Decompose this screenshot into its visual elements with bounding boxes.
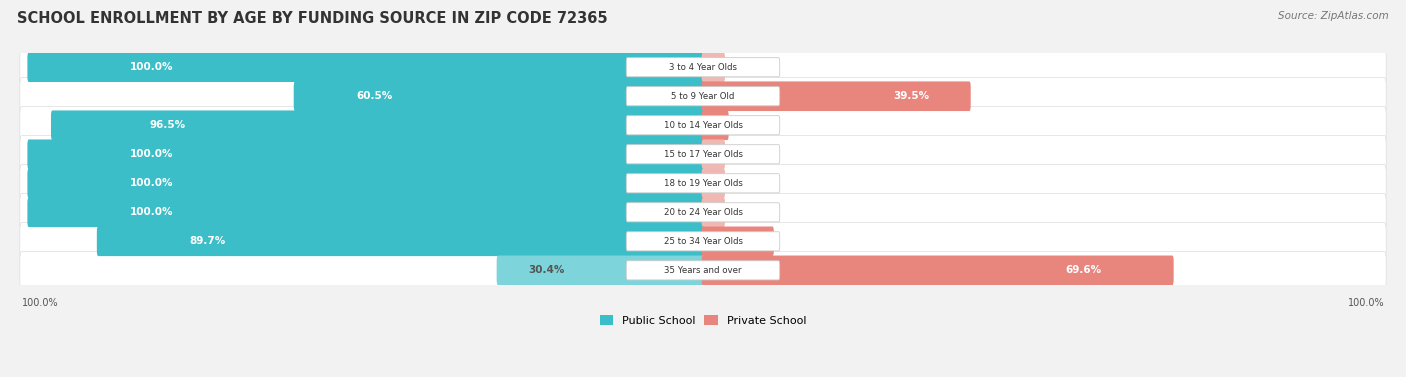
- FancyBboxPatch shape: [27, 52, 704, 82]
- Text: 39.5%: 39.5%: [893, 91, 929, 101]
- Text: 100.0%: 100.0%: [129, 62, 173, 72]
- Text: 20 to 24 Year Olds: 20 to 24 Year Olds: [664, 208, 742, 217]
- FancyBboxPatch shape: [20, 251, 1386, 289]
- Text: Source: ZipAtlas.com: Source: ZipAtlas.com: [1278, 11, 1389, 21]
- Text: 100.0%: 100.0%: [129, 149, 173, 159]
- FancyBboxPatch shape: [496, 256, 704, 285]
- FancyBboxPatch shape: [20, 48, 1386, 86]
- FancyBboxPatch shape: [702, 139, 725, 169]
- FancyBboxPatch shape: [27, 169, 704, 198]
- Text: 10 to 14 Year Olds: 10 to 14 Year Olds: [664, 121, 742, 130]
- Text: 3.6%: 3.6%: [738, 120, 766, 130]
- FancyBboxPatch shape: [626, 174, 780, 193]
- Text: 3 to 4 Year Olds: 3 to 4 Year Olds: [669, 63, 737, 72]
- Legend: Public School, Private School: Public School, Private School: [595, 311, 811, 330]
- FancyBboxPatch shape: [626, 87, 780, 106]
- FancyBboxPatch shape: [97, 227, 704, 256]
- Text: 100.0%: 100.0%: [1347, 298, 1384, 308]
- FancyBboxPatch shape: [51, 110, 704, 140]
- FancyBboxPatch shape: [27, 198, 704, 227]
- FancyBboxPatch shape: [626, 261, 780, 280]
- Text: 100.0%: 100.0%: [129, 178, 173, 188]
- FancyBboxPatch shape: [702, 52, 725, 82]
- FancyBboxPatch shape: [702, 227, 773, 256]
- FancyBboxPatch shape: [626, 232, 780, 251]
- Text: SCHOOL ENROLLMENT BY AGE BY FUNDING SOURCE IN ZIP CODE 72365: SCHOOL ENROLLMENT BY AGE BY FUNDING SOUR…: [17, 11, 607, 26]
- FancyBboxPatch shape: [20, 77, 1386, 115]
- FancyBboxPatch shape: [20, 222, 1386, 260]
- Text: 0.0%: 0.0%: [734, 207, 763, 217]
- FancyBboxPatch shape: [20, 193, 1386, 231]
- Text: 10.3%: 10.3%: [725, 236, 762, 246]
- Text: 89.7%: 89.7%: [188, 236, 225, 246]
- Text: 0.0%: 0.0%: [734, 149, 763, 159]
- FancyBboxPatch shape: [702, 256, 1174, 285]
- Text: 25 to 34 Year Olds: 25 to 34 Year Olds: [664, 237, 742, 246]
- FancyBboxPatch shape: [702, 169, 725, 198]
- Text: 35 Years and over: 35 Years and over: [664, 266, 742, 275]
- FancyBboxPatch shape: [626, 58, 780, 77]
- FancyBboxPatch shape: [20, 164, 1386, 202]
- FancyBboxPatch shape: [702, 198, 725, 227]
- FancyBboxPatch shape: [626, 203, 780, 222]
- Text: 5 to 9 Year Old: 5 to 9 Year Old: [671, 92, 735, 101]
- Text: 30.4%: 30.4%: [529, 265, 565, 275]
- Text: 0.0%: 0.0%: [734, 62, 763, 72]
- Text: 100.0%: 100.0%: [129, 207, 173, 217]
- Text: 96.5%: 96.5%: [150, 120, 186, 130]
- Text: 15 to 17 Year Olds: 15 to 17 Year Olds: [664, 150, 742, 159]
- FancyBboxPatch shape: [27, 139, 704, 169]
- FancyBboxPatch shape: [626, 116, 780, 135]
- Text: 18 to 19 Year Olds: 18 to 19 Year Olds: [664, 179, 742, 188]
- Text: 60.5%: 60.5%: [356, 91, 392, 101]
- FancyBboxPatch shape: [626, 145, 780, 164]
- FancyBboxPatch shape: [702, 110, 728, 140]
- Text: 0.0%: 0.0%: [734, 178, 763, 188]
- FancyBboxPatch shape: [294, 81, 704, 111]
- Text: 100.0%: 100.0%: [22, 298, 59, 308]
- Text: 69.6%: 69.6%: [1066, 265, 1102, 275]
- FancyBboxPatch shape: [20, 135, 1386, 173]
- FancyBboxPatch shape: [20, 106, 1386, 144]
- FancyBboxPatch shape: [702, 81, 970, 111]
